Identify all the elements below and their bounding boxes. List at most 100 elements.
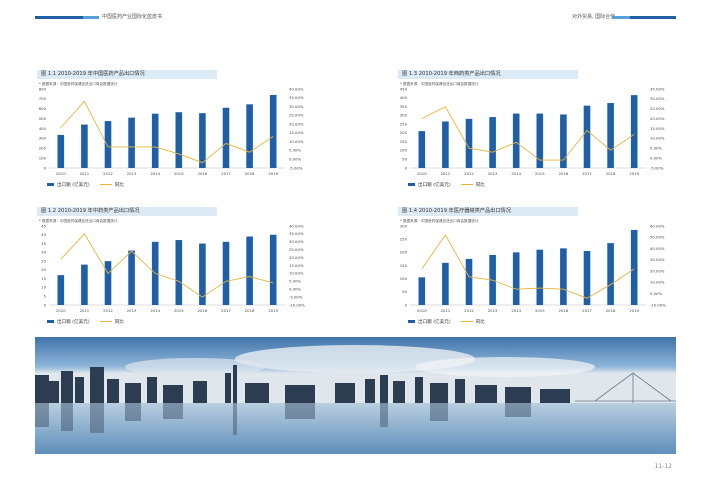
bar	[583, 105, 591, 168]
chart-svg: 450 400 350 300 250 200 150 100 50 0 35.00% 30.00% 2…	[400, 86, 665, 176]
bar	[57, 275, 65, 305]
bar	[418, 131, 426, 168]
legend-line-label: 同比	[114, 183, 124, 188]
chart-legend: 出口额 (亿美元) 同比	[408, 182, 485, 188]
bar	[607, 103, 614, 168]
x-tick-label: 2010	[417, 308, 427, 313]
chart-svg: 300 250 200 150 100 50 0 60.00% 50.00% 40.00% 30.0…	[400, 223, 666, 313]
yoy-line	[60, 100, 274, 164]
y-right-tick-label: 40.00%	[650, 246, 665, 251]
y-right-tick-label: 0.00%	[289, 287, 301, 292]
y-right-tick-label: 5.00%	[650, 146, 662, 151]
x-tick-label: 2015	[174, 308, 184, 313]
chart-svg: 45403530252015105040.00%35.00%30.00%25.0…	[41, 223, 305, 313]
x-tick-label: 2011	[80, 308, 90, 313]
bar	[583, 251, 591, 305]
x-tick-label: 2014	[150, 171, 160, 176]
y-left-tick-label: 5	[44, 294, 47, 299]
y-left-tick-label: 450	[400, 86, 408, 91]
x-tick-label: 2018	[606, 308, 616, 313]
y-right-tick-label: 35.00%	[289, 231, 304, 236]
legend-bar-swatch	[47, 183, 54, 186]
bar	[104, 261, 112, 305]
y-right-tick-label: 0.00%	[650, 155, 662, 160]
header-accent-bar	[35, 16, 83, 19]
y-left-tick-label: 35	[41, 241, 46, 246]
y-right-tick-label: 20.00%	[650, 116, 665, 121]
chart-svg: 800 700 600 500 400 300 200 100 0 40.00% 35.00% 30.…	[39, 86, 304, 176]
y-right-tick-label: 30.00%	[650, 96, 665, 101]
bar	[57, 134, 65, 168]
y-left-tick-label: 100	[39, 155, 47, 160]
bar	[536, 113, 544, 168]
y-right-tick-label: 10.00%	[650, 136, 665, 141]
y-right-tick-label: -5.00%	[289, 294, 303, 299]
x-tick-label: 2018	[245, 171, 255, 176]
y-right-tick-label: 10.00%	[650, 280, 665, 285]
y-left-tick-label: 15	[41, 276, 46, 281]
bar	[81, 264, 88, 305]
legend-line-label: 同比	[114, 320, 124, 325]
y-left-tick-label: 300	[400, 113, 408, 118]
yoy-line	[60, 233, 274, 298]
y-left-tick-label: 150	[400, 139, 408, 144]
legend-line-swatch	[460, 321, 473, 322]
x-tick-label: 2017	[221, 308, 231, 313]
bar	[128, 250, 135, 305]
y-right-tick-label: 15.00%	[650, 126, 665, 131]
legend-line-swatch	[99, 184, 112, 185]
y-left-tick-label: 200	[400, 250, 408, 255]
x-tick-label: 2010	[56, 171, 66, 176]
header-accent-bar-right	[630, 16, 676, 19]
legend-bar-swatch	[408, 320, 415, 323]
y-right-tick-label: 0.00%	[650, 291, 662, 296]
legend-line-label: 同比	[475, 320, 485, 325]
x-tick-label: 2017	[582, 308, 592, 313]
y-left-tick-label: 100	[400, 276, 408, 281]
y-left-tick-label: 700	[39, 96, 47, 101]
x-tick-label: 2012	[103, 171, 113, 176]
y-right-tick-label: 30.00%	[650, 257, 665, 262]
x-tick-label: 2017	[582, 171, 592, 176]
legend-line-swatch	[460, 184, 473, 185]
y-right-tick-label: 20.00%	[289, 121, 304, 126]
bar	[269, 234, 277, 305]
y-left-tick-label: 500	[39, 116, 47, 121]
y-right-tick-label: 5.00%	[289, 279, 301, 284]
y-left-tick-label: 100	[400, 148, 408, 153]
x-tick-label: 2010	[417, 171, 427, 176]
y-left-tick-label: 200	[400, 130, 408, 135]
chart-block-1: 图 1.1 2010-2019 年中国医药产品出口情况 * 数据来源：中国医药保…	[37, 70, 317, 195]
chart-block-2: 图 1.3 2010-2019 年西药类产品出口情况 * 数据来源：中国医药保健…	[398, 70, 678, 195]
header-accent-bar-right-light	[612, 16, 630, 19]
y-right-tick-label: 50.00%	[650, 235, 665, 240]
y-right-tick-label: 5.00%	[289, 148, 301, 153]
chart-source: * 数据来源：中国医药保健品进出口商会数据统计	[39, 82, 118, 86]
y-left-tick-label: 45	[41, 223, 46, 228]
y-left-tick-label: 600	[39, 106, 47, 111]
x-tick-label: 2013	[488, 171, 498, 176]
y-right-tick-label: 30.00%	[289, 104, 304, 109]
y-left-tick-label: 300	[400, 223, 408, 228]
chart-source: * 数据来源：中国医药保健品进出口商会数据统计	[400, 219, 479, 223]
x-tick-label: 2019	[629, 171, 639, 176]
bar	[607, 243, 614, 305]
chart-legend: 出口额 (亿美元) 同比	[47, 182, 124, 188]
bar	[630, 229, 638, 305]
bar	[418, 277, 426, 305]
x-tick-label: 2016	[559, 308, 569, 313]
bar	[175, 240, 183, 305]
y-left-tick-label: 350	[400, 104, 408, 109]
bar	[630, 95, 638, 168]
y-left-tick-label: 0	[44, 165, 47, 170]
y-right-tick-label: 40.00%	[289, 223, 304, 228]
legend-bar-swatch	[47, 320, 54, 323]
y-right-tick-label: 40.00%	[289, 86, 304, 91]
y-left-tick-label: 200	[39, 146, 47, 151]
x-tick-label: 2019	[268, 171, 278, 176]
y-right-tick-label: 20.00%	[650, 268, 665, 273]
y-right-tick-label: -10.00%	[289, 302, 305, 307]
y-left-tick-label: 250	[400, 236, 408, 241]
x-tick-label: 2011	[441, 171, 451, 176]
bar	[199, 113, 206, 168]
